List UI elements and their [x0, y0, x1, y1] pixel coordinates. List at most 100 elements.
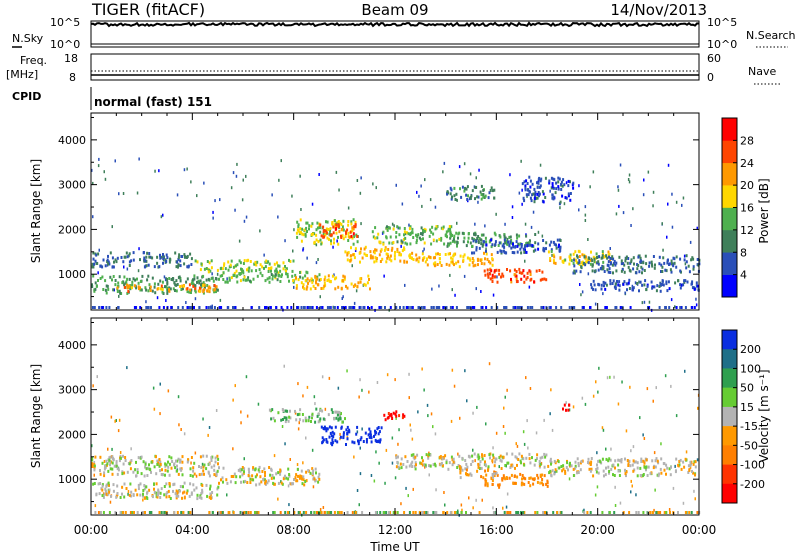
echo-cell	[464, 459, 467, 462]
echo-cell	[494, 471, 497, 475]
echo-cell	[288, 503, 290, 507]
echo-cell	[619, 163, 622, 167]
echo-cell	[521, 482, 524, 486]
echo-cell	[168, 288, 170, 292]
echo-cell	[386, 225, 388, 229]
echo-cell	[629, 261, 632, 265]
echo-cell	[517, 242, 520, 246]
echo-cell	[192, 284, 195, 288]
echo-cell	[482, 188, 485, 192]
echo-cell	[529, 306, 532, 309]
echo-cell	[331, 410, 334, 414]
echo-cell	[403, 227, 406, 230]
echo-cell	[311, 448, 314, 452]
echo-cell	[337, 417, 340, 421]
echo-cell	[331, 438, 334, 442]
echo-cell	[304, 274, 307, 278]
echo-cell	[476, 195, 479, 199]
echo-cell	[490, 306, 493, 309]
echo-cell	[237, 468, 240, 472]
echo-cell	[351, 306, 354, 309]
echo-cell	[363, 282, 366, 286]
echo-cell	[330, 426, 333, 430]
echo-cell	[399, 306, 401, 309]
echo-cell	[349, 306, 352, 309]
echo-cell	[126, 277, 129, 281]
echo-cell	[558, 202, 561, 206]
echo-cell	[428, 453, 431, 457]
echo-cell	[322, 286, 325, 290]
x-tick-label: 04:00	[175, 523, 210, 537]
echo-cell	[315, 407, 318, 411]
echo-cell	[490, 269, 493, 273]
echo-cell	[96, 375, 98, 379]
echo-cell	[643, 465, 646, 469]
echo-cell	[222, 271, 225, 275]
echo-cell	[603, 270, 606, 273]
echo-cell	[678, 463, 681, 467]
echo-cell	[144, 465, 147, 469]
echo-cell	[532, 192, 535, 196]
echo-cell	[572, 271, 575, 275]
echo-cell	[137, 483, 140, 487]
echo-cell	[212, 210, 214, 214]
echo-cell	[553, 261, 556, 265]
echo-cell	[523, 180, 526, 184]
echo-cell	[523, 442, 526, 446]
echo-cell	[599, 266, 602, 270]
echo-cell	[444, 234, 447, 238]
echo-cell	[660, 442, 662, 446]
echo-cell	[106, 462, 109, 466]
echo-cell	[539, 456, 542, 460]
echo-cell	[581, 260, 584, 264]
echo-cell	[474, 263, 477, 267]
echo-cell	[569, 253, 572, 257]
echo-cell	[436, 263, 439, 266]
echo-cell	[587, 261, 590, 265]
echo-cell	[644, 254, 647, 258]
echo-cell	[359, 191, 362, 195]
echo-cell	[323, 511, 326, 514]
echo-cell	[206, 284, 209, 287]
echo-cell	[424, 463, 427, 467]
echo-cell	[657, 461, 660, 465]
echo-cell	[93, 468, 96, 472]
colorbar-tick-label: 16	[740, 202, 754, 215]
echo-cell	[310, 306, 313, 309]
echo-cell	[203, 283, 206, 287]
echo-cell	[477, 235, 480, 238]
echo-cell	[137, 269, 140, 273]
echo-cell	[208, 474, 211, 478]
echo-cell	[214, 287, 217, 291]
echo-cell	[538, 192, 541, 196]
echo-cell	[466, 256, 469, 260]
echo-cell	[249, 477, 252, 481]
echo-cell	[550, 248, 553, 252]
echo-cell	[400, 466, 403, 470]
echo-cell	[416, 453, 419, 457]
echo-cell	[653, 266, 656, 270]
echo-cell	[466, 198, 469, 201]
echo-cell	[513, 268, 516, 272]
echo-cell	[632, 256, 635, 260]
echo-cell	[195, 486, 198, 490]
echo-cell	[307, 281, 309, 285]
power-data	[91, 157, 701, 312]
echo-cell	[109, 463, 111, 467]
colorbar-tick-label: 15	[740, 401, 754, 414]
echo-cell	[189, 252, 192, 256]
echo-cell	[674, 464, 676, 468]
echo-cell	[357, 442, 360, 446]
echo-cell	[484, 194, 487, 198]
echo-cell	[150, 511, 153, 514]
echo-cell	[220, 306, 223, 309]
echo-cell	[107, 469, 110, 473]
echo-cell	[477, 263, 479, 267]
echo-cell	[624, 291, 626, 295]
echo-cell	[284, 409, 287, 413]
echo-cell	[268, 306, 271, 309]
echo-cell	[226, 280, 229, 284]
echo-cell	[525, 241, 528, 245]
echo-cell	[570, 259, 573, 263]
echo-cell	[524, 259, 526, 263]
